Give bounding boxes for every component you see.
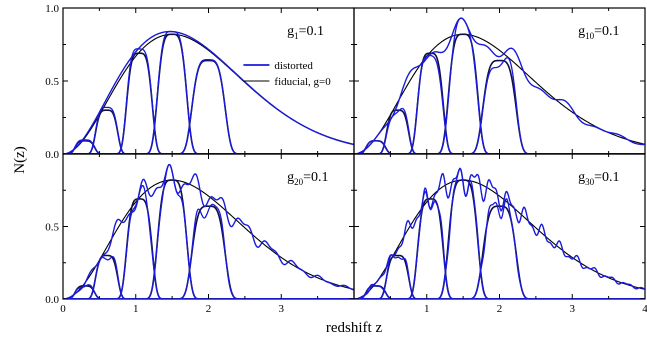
distorted-bin-5-curve <box>63 203 354 299</box>
fiducial-bin-4-curve <box>354 179 645 299</box>
distorted-total-curve <box>63 30 354 154</box>
y-tick-label: 0.5 <box>45 76 59 88</box>
fiducial-bin-5-curve <box>354 59 645 154</box>
distorted-bin-2-curve <box>63 106 354 154</box>
plot-area <box>354 17 645 154</box>
distorted-bin-5-curve <box>354 57 645 154</box>
fiducial-bin-5-curve <box>63 205 354 299</box>
fiducial-bin-4-curve <box>63 179 354 299</box>
x-tick-label: 2 <box>497 303 503 315</box>
y-tick-label: 0.0 <box>45 294 59 306</box>
y-tick-label: 1.0 <box>45 3 59 15</box>
fiducial-total-curve <box>354 33 645 154</box>
x-tick-label: 3 <box>570 303 576 315</box>
x-tick-label: 2 <box>206 303 212 315</box>
y-axis-title: N(z) <box>12 146 28 173</box>
x-axis-title: redshift z <box>326 320 383 336</box>
panel-label: g20=0.1 <box>287 170 328 187</box>
x-tick-label: 4 <box>642 303 647 315</box>
y-tick-label: 0.5 <box>45 222 59 234</box>
panel-3: 0 1 2 3 0.0 0.5 g20=0.1 <box>45 153 355 315</box>
fiducial-bin-2-curve <box>354 254 645 299</box>
fiducial-total-curve <box>63 179 354 299</box>
x-tick-label: 1 <box>424 303 430 315</box>
panel-label: g1=0.1 <box>287 24 324 41</box>
fiducial-total-curve <box>354 179 645 299</box>
legend-label: fiducial, g=0 <box>274 76 331 88</box>
panel-label: g10=0.1 <box>578 24 619 41</box>
distorted-bin-2-curve <box>354 254 645 299</box>
x-tick-label: 1 <box>133 303 139 315</box>
distorted-total-curve <box>354 17 645 154</box>
fiducial-bin-5-curve <box>63 59 354 154</box>
panel-4: 1 2 3 4 g30=0.1 <box>353 153 647 315</box>
y-tick-label: 0.0 <box>45 149 59 161</box>
distorted-bin-5-curve <box>354 198 645 299</box>
fiducial-bin-2-curve <box>63 109 354 154</box>
x-tick-label: 3 <box>279 303 285 315</box>
distorted-bin-5-curve <box>63 59 354 154</box>
fiducial-bin-4-curve <box>63 33 354 154</box>
distorted-bin-3-curve <box>63 185 354 299</box>
fiducial-bin-3-curve <box>63 198 354 299</box>
panel-label: g30=0.1 <box>578 170 619 187</box>
fiducial-total-curve <box>63 33 354 154</box>
fiducial-bin-2-curve <box>354 109 645 154</box>
plot-area <box>63 163 354 299</box>
distorted-total-curve <box>354 167 645 299</box>
fiducial-bin-4-curve <box>354 33 645 154</box>
panels-group: 0.0 0.5 1.0 g1=0.1 distorted fiducial, g=0 g10… <box>45 3 647 315</box>
distorted-bin-4-curve <box>354 167 645 299</box>
distorted-bin-2-curve <box>354 107 645 154</box>
distorted-bin-2-curve <box>63 256 354 299</box>
plot-area <box>63 30 354 154</box>
distorted-total-curve <box>63 163 354 299</box>
panel-1: 0.0 0.5 1.0 g1=0.1 distorted fiducial, g=0 <box>45 3 355 161</box>
fiducial-bin-5-curve <box>354 205 645 299</box>
legend-label: distorted <box>274 60 313 72</box>
plot-area <box>354 167 645 299</box>
x-tick-label: 0 <box>60 303 66 315</box>
panel-2: g10=0.1 <box>353 7 646 155</box>
